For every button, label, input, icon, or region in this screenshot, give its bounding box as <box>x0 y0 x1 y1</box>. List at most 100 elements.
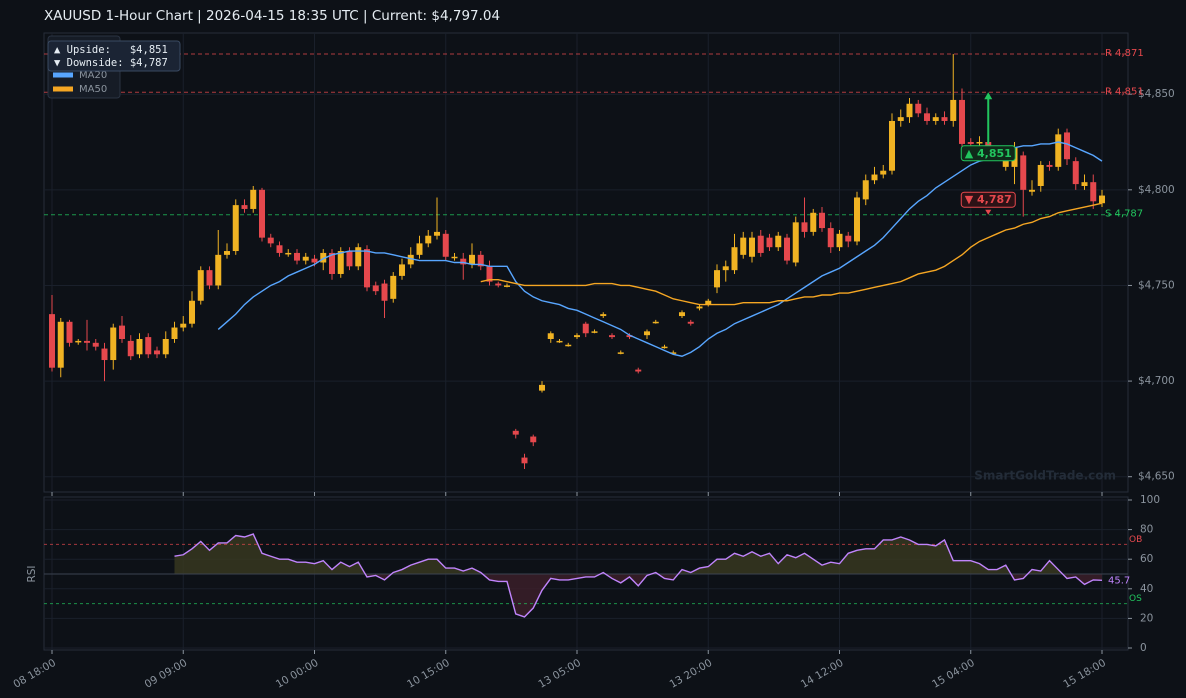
candle-body <box>556 340 563 343</box>
candle-body <box>696 306 703 309</box>
candle-body <box>915 103 922 114</box>
candle-body <box>617 352 624 354</box>
annotation-label: ▼ 4,787 <box>965 193 1012 206</box>
candle-body <box>801 222 808 232</box>
annotation-box <box>960 145 1016 162</box>
candle-body <box>469 254 475 265</box>
candle-body <box>626 335 633 338</box>
annotation-box <box>960 191 1016 208</box>
candle-body <box>224 251 230 255</box>
annotation-arrowhead <box>984 92 993 100</box>
chart-title: XAUUSD 1-Hour Chart | 2026-04-15 18:35 U… <box>44 8 500 24</box>
candle-body <box>950 99 957 121</box>
candle-body <box>127 340 134 357</box>
info-box <box>47 40 181 72</box>
y-tick-label: $4,800 <box>1138 184 1175 196</box>
candle-body <box>705 300 712 305</box>
candle-body <box>635 369 642 372</box>
candle-body <box>57 321 64 368</box>
candle-body <box>136 339 143 355</box>
candle-body <box>740 237 747 255</box>
candle-body <box>959 99 965 144</box>
candle-body <box>889 120 895 171</box>
rsi-level-label: OS <box>1129 594 1142 604</box>
candle-body <box>215 254 222 286</box>
candle-body <box>565 344 572 347</box>
price-panel <box>43 32 1129 493</box>
candle-body <box>1072 161 1079 185</box>
y-tick-label: $4,850 <box>1138 88 1175 100</box>
y-tick-label: 80 <box>1140 524 1153 536</box>
candle-body <box>836 233 843 248</box>
candle-body <box>442 233 449 257</box>
y-tick-label: 20 <box>1140 612 1153 624</box>
candle-body <box>477 254 484 267</box>
candle-body <box>652 321 659 324</box>
candle-body <box>1090 182 1097 202</box>
candle-body <box>766 237 773 248</box>
candle-body <box>722 266 729 271</box>
candle-body <box>714 270 720 288</box>
candle-body <box>976 142 983 144</box>
candle-body <box>294 252 300 261</box>
info-downside: ▼ Downside: $4,787 <box>54 57 168 69</box>
candle-body <box>1081 182 1088 186</box>
candle-body <box>1055 134 1062 167</box>
candle-body <box>871 174 878 181</box>
candle-body <box>407 254 414 265</box>
candle-body <box>1037 164 1044 186</box>
candle-body <box>364 249 370 288</box>
info-upside: ▲ Upside: $4,851 <box>54 44 168 56</box>
candle-body <box>399 264 405 276</box>
legend-swatch <box>53 86 73 92</box>
candle-body <box>241 205 248 209</box>
candle-body <box>259 189 265 238</box>
candle-body <box>862 180 869 200</box>
candle-body <box>967 142 974 144</box>
candle-body <box>311 258 318 263</box>
candle-body <box>1020 155 1027 190</box>
y-tick-label: 0 <box>1140 642 1147 654</box>
candle-body <box>189 300 195 324</box>
y-tick-label: 100 <box>1140 494 1160 506</box>
candle-body <box>644 331 650 336</box>
candle-body <box>582 323 589 334</box>
candle-body <box>390 275 397 299</box>
candle-body <box>775 235 782 248</box>
candle-body <box>197 270 204 301</box>
candle-body <box>906 103 913 118</box>
candle-body <box>495 283 502 286</box>
candle-body <box>854 197 860 242</box>
y-tick-label: $4,750 <box>1138 279 1175 291</box>
candle-body <box>75 340 82 343</box>
rsi-level-label: OB <box>1129 535 1142 545</box>
candle-body <box>547 333 554 339</box>
candle-body <box>276 245 283 253</box>
candle-body <box>591 331 598 333</box>
y-tick-label: $4,650 <box>1138 471 1175 483</box>
legend-swatch <box>53 72 73 78</box>
candle-body <box>1029 189 1035 192</box>
candle-body <box>320 252 327 263</box>
candle-body <box>521 457 528 464</box>
annotation-label: ▲ 4,851 <box>965 147 1012 160</box>
candle-body <box>162 339 169 355</box>
candle-body <box>810 212 817 232</box>
candle-body <box>416 243 423 255</box>
candle-body <box>1064 132 1070 160</box>
level-label: S 4,787 <box>1105 209 1143 220</box>
rsi-line <box>174 533 1103 618</box>
candle-body <box>451 256 458 259</box>
plot-layer: $4,650 $4,700 $4,750 $4,800 $4,850 0 20 40 60 80 1… <box>11 32 1175 691</box>
candle-body <box>897 117 904 121</box>
candle-body <box>145 337 152 355</box>
rsi-value-label: 45.7 <box>1108 575 1130 586</box>
candle-body <box>381 283 388 301</box>
candle-body <box>941 117 948 121</box>
candle-body <box>757 235 764 253</box>
candle-body <box>679 312 685 317</box>
candle-body <box>784 237 790 261</box>
y-tick-label: 60 <box>1140 553 1153 565</box>
candle-body <box>845 235 852 242</box>
